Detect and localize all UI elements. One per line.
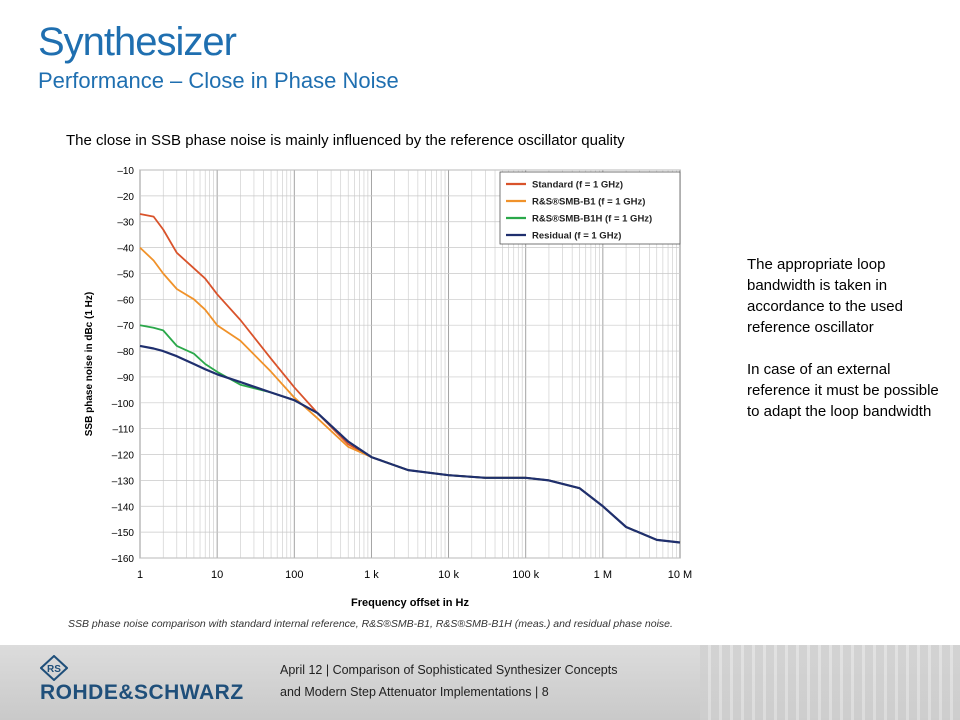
- y-axis-label: SSB phase noise in dBc (1 Hz): [84, 292, 95, 436]
- intro-text: The close in SSB phase noise is mainly i…: [66, 132, 625, 149]
- x-tick-label: 10 M: [668, 569, 692, 581]
- x-tick-label: 1 M: [594, 569, 612, 581]
- y-tick-label: –130: [112, 476, 135, 487]
- side-notes: The appropriate loop bandwidth is taken …: [747, 254, 952, 443]
- footer-line-1: April 12 | Comparison of Sophisticated S…: [280, 663, 618, 677]
- logo-wordmark: ROHDE&SCHWARZ: [40, 681, 244, 704]
- y-tick-label: –30: [117, 218, 134, 229]
- series-line-residual: [139, 344, 681, 544]
- y-tick-label: –160: [112, 554, 135, 565]
- x-tick-label: 1 k: [364, 569, 379, 581]
- legend-box: [499, 171, 681, 245]
- footer-line-2: and Modern Step Attenuator Implementatio…: [280, 685, 549, 699]
- footer-bar: RS ROHDE&SCHWARZ April 12 | Comparison o…: [0, 645, 960, 720]
- y-tick-label: –70: [117, 321, 134, 332]
- legend-label: R&S®SMB-B1 (f = 1 GHz): [532, 197, 645, 208]
- slide-title: Synthesizer: [38, 20, 237, 64]
- side-note-external-reference: In case of an external reference it must…: [747, 361, 939, 420]
- y-tick-label: –10: [117, 166, 134, 177]
- y-tick-label: –20: [117, 192, 134, 203]
- y-tick-label: –100: [112, 399, 135, 410]
- rs-diamond-logo-icon: RS: [40, 655, 68, 681]
- y-tick-label: –40: [117, 244, 134, 255]
- legend-label: R&S®SMB-B1H (f = 1 GHz): [532, 214, 652, 225]
- y-tick-label: –60: [117, 295, 134, 306]
- side-note-loop-bandwidth: The appropriate loop bandwidth is taken …: [747, 256, 903, 336]
- x-axis-label: Frequency offset in Hz: [351, 597, 469, 609]
- slide-right-edge: [954, 0, 960, 645]
- y-tick-label: –140: [112, 502, 135, 513]
- x-tick-label: 10: [211, 569, 223, 581]
- x-tick-label: 100 k: [512, 569, 539, 581]
- y-tick-label: –110: [112, 425, 134, 436]
- legend-label: Residual (f = 1 GHz): [532, 231, 621, 242]
- x-tick-label: 1: [137, 569, 143, 581]
- legend-label: Standard (f = 1 GHz): [532, 180, 623, 191]
- y-tick-label: –120: [112, 451, 135, 462]
- y-tick-label: –50: [117, 269, 134, 280]
- svg-text:RS: RS: [47, 664, 61, 675]
- y-tick-label: –150: [112, 528, 135, 539]
- x-tick-label: 100: [285, 569, 303, 581]
- y-tick-label: –80: [117, 347, 134, 358]
- chart-caption: SSB phase noise comparison with standard…: [68, 618, 673, 630]
- x-tick-label: 10 k: [438, 569, 459, 581]
- phase-noise-chart: –10 –20 –30 –40 –50 –60 –70 –80 –90 –100 –110 –120 –…: [84, 166, 692, 609]
- footer-decoration: [700, 645, 960, 720]
- slide-subtitle: Performance – Close in Phase Noise: [38, 68, 399, 93]
- y-tick-label: –90: [117, 373, 134, 384]
